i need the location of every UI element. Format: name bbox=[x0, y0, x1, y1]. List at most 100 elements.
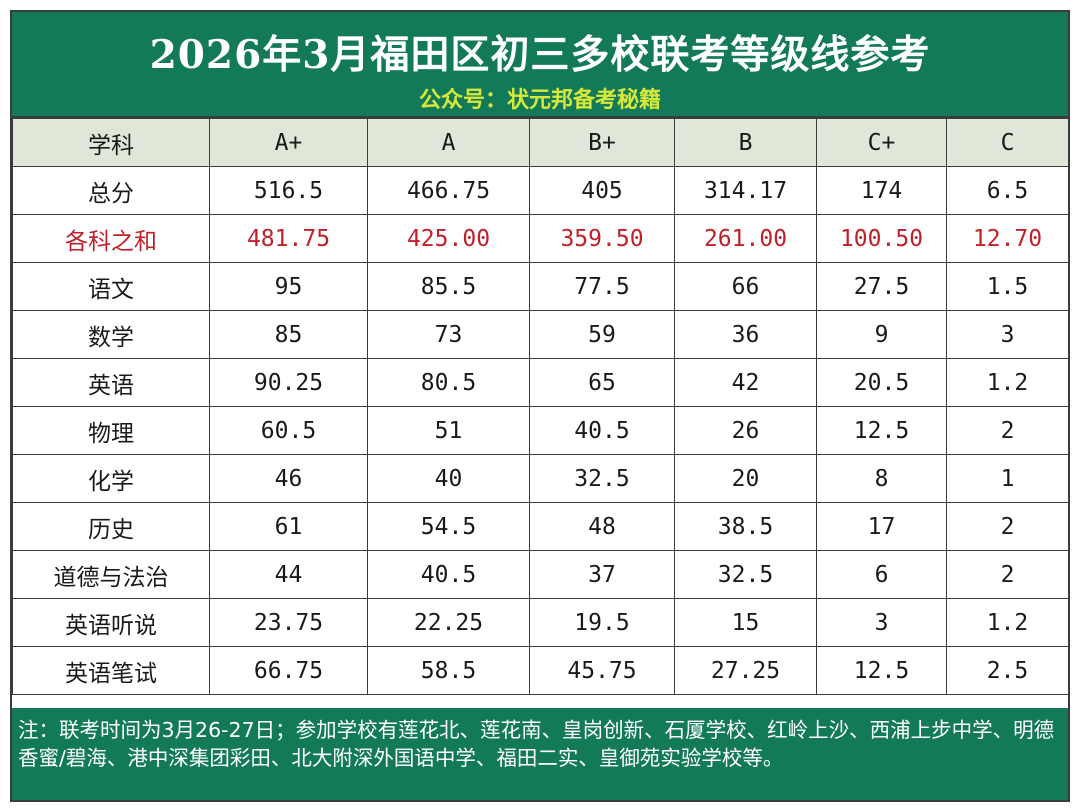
subject-cell: 数学 bbox=[12, 310, 210, 359]
column-header-a: A bbox=[367, 118, 530, 167]
score-cell: 261.00 bbox=[674, 214, 817, 263]
score-cell: 40.5 bbox=[529, 406, 675, 455]
column-header-c-plus: C+ bbox=[816, 118, 947, 167]
column-header-c: C bbox=[946, 118, 1069, 167]
column-header-b-plus: B+ bbox=[529, 118, 675, 167]
score-cell: 38.5 bbox=[674, 502, 817, 551]
table-row: 化学 46 40 32.5 20 8 1 bbox=[12, 454, 1069, 503]
subject-cell: 英语听说 bbox=[12, 598, 210, 647]
score-cell: 359.50 bbox=[529, 214, 675, 263]
subject-cell: 道德与法治 bbox=[12, 550, 210, 599]
score-cell: 23.75 bbox=[209, 598, 368, 647]
score-cell: 85 bbox=[209, 310, 368, 359]
score-cell: 9 bbox=[816, 310, 947, 359]
score-cell: 2 bbox=[946, 502, 1069, 551]
page-subtitle: 公众号：状元邦备考秘籍 bbox=[418, 87, 661, 113]
grade-table: 学科 A+ A B+ B C+ C 总分 516.5 466.75 405 314.17… bbox=[12, 118, 1069, 695]
table-body: 总分 516.5 466.75 405 314.17 174 6.5 各科之和 481.75 42… bbox=[12, 166, 1069, 695]
score-cell: 59 bbox=[529, 310, 675, 359]
score-cell: 60.5 bbox=[209, 406, 368, 455]
score-cell: 12.5 bbox=[816, 646, 947, 695]
subject-cell: 英语 bbox=[12, 358, 210, 407]
score-cell: 3 bbox=[946, 310, 1069, 359]
table-row: 英语 90.25 80.5 65 42 20.5 1.2 bbox=[12, 358, 1069, 407]
score-cell: 32.5 bbox=[529, 454, 675, 503]
score-cell: 15 bbox=[674, 598, 817, 647]
table-row: 语文 95 85.5 77.5 66 27.5 1.5 bbox=[12, 262, 1069, 311]
score-cell: 3 bbox=[816, 598, 947, 647]
score-cell: 2 bbox=[946, 550, 1069, 599]
score-cell: 425.00 bbox=[367, 214, 530, 263]
score-cell: 6.5 bbox=[946, 166, 1069, 215]
score-cell: 22.25 bbox=[367, 598, 530, 647]
page-title: 2026年3月福田区初三多校联考等级线参考 bbox=[149, 32, 931, 78]
score-cell: 40.5 bbox=[367, 550, 530, 599]
table-row: 各科之和 481.75 425.00 359.50 261.00 100.50 12.70 bbox=[12, 214, 1069, 263]
score-cell: 61 bbox=[209, 502, 368, 551]
score-cell: 481.75 bbox=[209, 214, 368, 263]
subject-cell: 历史 bbox=[12, 502, 210, 551]
score-cell: 1.5 bbox=[946, 262, 1069, 311]
score-cell: 42 bbox=[674, 358, 817, 407]
score-cell: 12.70 bbox=[946, 214, 1069, 263]
score-cell: 1 bbox=[946, 454, 1069, 503]
score-cell: 36 bbox=[674, 310, 817, 359]
subject-cell: 语文 bbox=[12, 262, 210, 311]
score-cell: 48 bbox=[529, 502, 675, 551]
subject-cell: 各科之和 bbox=[12, 214, 210, 263]
column-header-b: B bbox=[674, 118, 817, 167]
score-cell: 12.5 bbox=[816, 406, 947, 455]
subject-cell: 英语笔试 bbox=[12, 646, 210, 695]
score-cell: 65 bbox=[529, 358, 675, 407]
score-cell: 73 bbox=[367, 310, 530, 359]
grade-line-sheet: 2026年3月福田区初三多校联考等级线参考 公众号：状元邦备考秘籍 学科 A+ … bbox=[10, 10, 1070, 802]
score-cell: 1.2 bbox=[946, 598, 1069, 647]
score-cell: 85.5 bbox=[367, 262, 530, 311]
score-cell: 8 bbox=[816, 454, 947, 503]
table-row: 英语笔试 66.75 58.5 45.75 27.25 12.5 2.5 bbox=[12, 646, 1069, 695]
score-cell: 32.5 bbox=[674, 550, 817, 599]
score-cell: 2 bbox=[946, 406, 1069, 455]
score-cell: 66.75 bbox=[209, 646, 368, 695]
score-cell: 95 bbox=[209, 262, 368, 311]
score-cell: 6 bbox=[816, 550, 947, 599]
score-cell: 44 bbox=[209, 550, 368, 599]
score-cell: 516.5 bbox=[209, 166, 368, 215]
score-cell: 46 bbox=[209, 454, 368, 503]
score-cell: 174 bbox=[816, 166, 947, 215]
score-cell: 51 bbox=[367, 406, 530, 455]
score-cell: 314.17 bbox=[674, 166, 817, 215]
score-cell: 58.5 bbox=[367, 646, 530, 695]
score-cell: 90.25 bbox=[209, 358, 368, 407]
score-cell: 37 bbox=[529, 550, 675, 599]
score-cell: 66 bbox=[674, 262, 817, 311]
score-cell: 19.5 bbox=[529, 598, 675, 647]
score-cell: 27.25 bbox=[674, 646, 817, 695]
header-banner: 2026年3月福田区初三多校联考等级线参考 公众号：状元邦备考秘籍 bbox=[12, 12, 1068, 118]
table-header-row: 学科 A+ A B+ B C+ C bbox=[12, 118, 1069, 167]
score-cell: 77.5 bbox=[529, 262, 675, 311]
score-cell: 405 bbox=[529, 166, 675, 215]
score-cell: 26 bbox=[674, 406, 817, 455]
score-cell: 100.50 bbox=[816, 214, 947, 263]
table-row: 物理 60.5 51 40.5 26 12.5 2 bbox=[12, 406, 1069, 455]
column-header-subject: 学科 bbox=[12, 118, 210, 167]
score-cell: 45.75 bbox=[529, 646, 675, 695]
score-cell: 20.5 bbox=[816, 358, 947, 407]
score-cell: 17 bbox=[816, 502, 947, 551]
subject-cell: 总分 bbox=[12, 166, 210, 215]
table-row: 数学 85 73 59 36 9 3 bbox=[12, 310, 1069, 359]
table-row: 总分 516.5 466.75 405 314.17 174 6.5 bbox=[12, 166, 1069, 215]
score-cell: 1.2 bbox=[946, 358, 1069, 407]
subject-cell: 物理 bbox=[12, 406, 210, 455]
table-row: 英语听说 23.75 22.25 19.5 15 3 1.2 bbox=[12, 598, 1069, 647]
subject-cell: 化学 bbox=[12, 454, 210, 503]
score-cell: 40 bbox=[367, 454, 530, 503]
score-cell: 80.5 bbox=[367, 358, 530, 407]
score-cell: 466.75 bbox=[367, 166, 530, 215]
column-header-a-plus: A+ bbox=[209, 118, 368, 167]
table-row: 历史 61 54.5 48 38.5 17 2 bbox=[12, 502, 1069, 551]
table-row: 道德与法治 44 40.5 37 32.5 6 2 bbox=[12, 550, 1069, 599]
footnote: 注：联考时间为3月26-27日；参加学校有莲花北、莲花南、皇岗创新、石厦学校、红… bbox=[12, 708, 1068, 800]
score-cell: 2.5 bbox=[946, 646, 1069, 695]
